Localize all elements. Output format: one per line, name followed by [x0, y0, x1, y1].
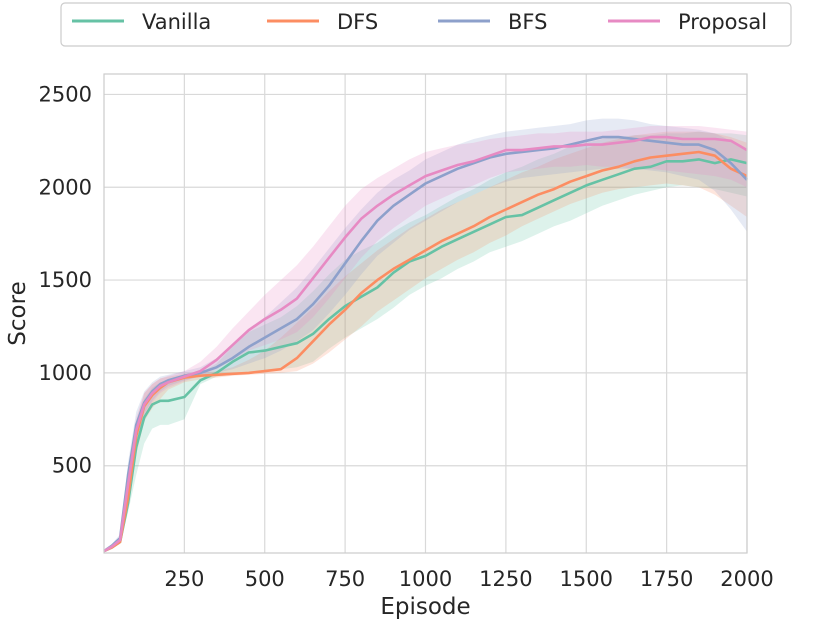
legend-entry-proposal: Proposal: [608, 10, 767, 34]
legend-entry-dfs: DFS: [267, 10, 378, 34]
y-tick-label: 1000: [39, 361, 92, 385]
y-tick-label: 2500: [39, 82, 92, 106]
line-bfs: [103, 135, 748, 553]
legend-entry-vanilla: Vanilla: [72, 10, 211, 34]
band-vanilla: [104, 131, 747, 552]
plot-area-border: [103, 73, 748, 554]
y-tick-label: 1500: [39, 268, 92, 292]
y-axis-ticks: 500 1000 1500 2000 2500: [39, 82, 92, 477]
x-tick-label: 1000: [399, 567, 452, 591]
x-tick-label: 1500: [560, 567, 613, 591]
line-proposal: [103, 135, 748, 553]
y-axis-label: Score: [5, 281, 31, 345]
x-tick-label: 500: [245, 567, 285, 591]
x-axis-label: Episode: [380, 594, 470, 620]
legend-label: DFS: [337, 10, 378, 34]
line-vanilla: [103, 158, 748, 553]
legend-frame: [60, 2, 792, 47]
band-dfs: [104, 131, 747, 552]
x-tick-label: 250: [164, 567, 204, 591]
x-axis-ticks: 250 500 750 1000 1250 1500 1750 2000: [164, 567, 773, 591]
legend-label: BFS: [508, 10, 547, 34]
x-tick-label: 750: [325, 567, 365, 591]
x-tick-label: 1750: [640, 567, 693, 591]
series-lines: [103, 135, 748, 553]
y-tick-label: 500: [52, 454, 92, 478]
x-tick-label: 1250: [479, 567, 532, 591]
x-tick-label: 2000: [720, 567, 773, 591]
grid: [104, 74, 748, 553]
legend-label: Vanilla: [142, 10, 211, 34]
legend-entry-bfs: BFS: [438, 10, 547, 34]
legend-label: Proposal: [678, 10, 767, 34]
y-tick-label: 2000: [39, 175, 92, 199]
legend: Vanilla DFS BFS Proposal: [60, 2, 792, 47]
band-proposal: [104, 126, 747, 552]
